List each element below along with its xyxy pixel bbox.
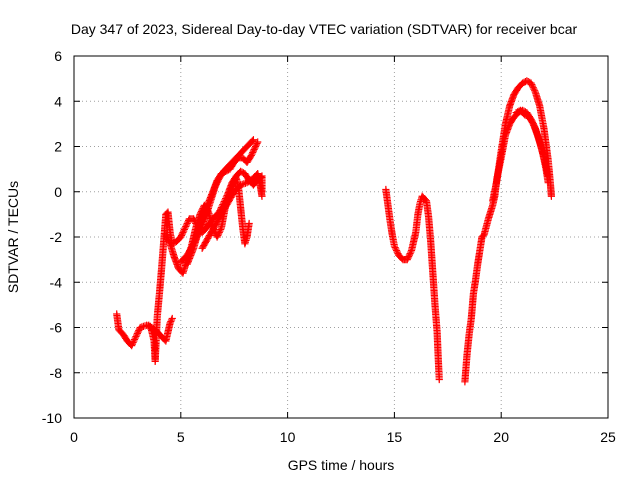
y-tick-label: 0	[54, 184, 62, 200]
x-tick-label: 15	[387, 429, 403, 445]
x-tick-label: 20	[493, 429, 509, 445]
y-tick-label: -6	[50, 320, 63, 336]
x-tick-label: 5	[177, 429, 185, 445]
y-tick-label: -4	[50, 274, 63, 290]
y-tick-label: -10	[42, 410, 62, 426]
x-tick-label: 0	[70, 429, 78, 445]
y-tick-label: 6	[54, 48, 62, 64]
data-point	[249, 136, 258, 144]
data-point	[544, 179, 552, 187]
data-point	[528, 118, 536, 127]
y-axis-label: SDTVAR / TECUs	[5, 181, 21, 293]
data-point	[421, 196, 429, 204]
data-point	[245, 219, 253, 228]
x-axis-label: GPS time / hours	[288, 457, 395, 473]
y-tick-label: -2	[50, 229, 63, 245]
data-point	[547, 192, 555, 200]
data-point	[254, 138, 262, 146]
data-point	[258, 192, 266, 200]
y-tick-label: -8	[50, 365, 63, 381]
y-tick-label: 2	[54, 139, 62, 155]
grid	[74, 56, 608, 418]
data-point	[435, 375, 443, 384]
data-marks	[113, 77, 555, 386]
x-tick-label: 10	[280, 429, 296, 445]
chart-title: Day 347 of 2023, Sidereal Day-to-day VTE…	[71, 21, 578, 37]
y-tick-label: 4	[54, 93, 62, 109]
data-point	[248, 137, 256, 145]
data-point	[168, 314, 176, 323]
axis-ticks: 0 5 10 15 20 25 -10 -8 -6 -4 -2 0 2 4 6	[42, 48, 616, 445]
x-tick-label: 25	[600, 429, 616, 445]
